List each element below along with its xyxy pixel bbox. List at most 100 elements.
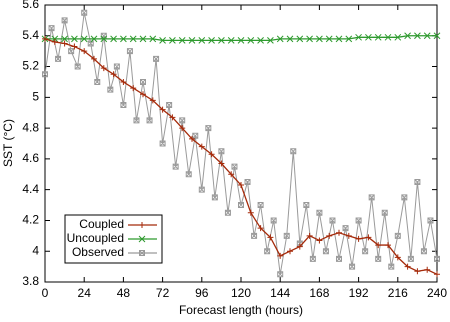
marker xyxy=(401,194,408,201)
marker xyxy=(169,114,176,121)
marker xyxy=(224,209,231,216)
marker xyxy=(61,17,68,24)
marker xyxy=(189,135,195,142)
marker xyxy=(345,35,353,43)
x-tick-label: 144 xyxy=(270,286,290,300)
marker xyxy=(120,102,127,109)
marker xyxy=(306,35,313,43)
marker xyxy=(322,248,329,255)
marker xyxy=(385,242,391,249)
marker xyxy=(286,35,294,43)
marker xyxy=(149,97,156,104)
marker xyxy=(169,37,176,44)
marker xyxy=(423,32,431,40)
legend-label: Coupled xyxy=(79,217,124,231)
marker xyxy=(277,271,284,278)
marker xyxy=(365,33,372,41)
marker xyxy=(153,55,160,62)
marker xyxy=(208,37,215,44)
marker xyxy=(198,37,206,44)
marker xyxy=(355,33,362,41)
marker xyxy=(74,63,81,70)
marker xyxy=(407,255,414,262)
x-tick-label: 72 xyxy=(156,286,170,300)
marker xyxy=(71,35,78,43)
marker xyxy=(159,140,166,147)
marker xyxy=(290,148,297,155)
x-tick-label: 240 xyxy=(427,286,447,300)
marker xyxy=(325,35,333,43)
marker xyxy=(247,37,255,44)
marker xyxy=(113,63,120,70)
series xyxy=(42,35,440,278)
y-tick-label: 4.4 xyxy=(22,182,39,196)
marker xyxy=(90,35,98,43)
marker xyxy=(94,78,101,85)
marker xyxy=(276,35,284,43)
marker xyxy=(326,232,333,239)
marker xyxy=(349,263,356,270)
marker xyxy=(179,117,186,124)
marker xyxy=(146,117,153,124)
marker xyxy=(139,222,145,228)
marker xyxy=(120,78,127,85)
marker xyxy=(267,37,274,44)
y-tick-label: 3.8 xyxy=(22,274,39,288)
marker xyxy=(51,38,58,45)
marker xyxy=(433,32,441,40)
y-tick-label: 5.2 xyxy=(22,59,39,73)
marker xyxy=(149,35,157,43)
x-axis-label: Forecast length (hours) xyxy=(179,303,303,317)
marker xyxy=(244,178,251,185)
x-tick-label: 168 xyxy=(309,286,329,300)
marker xyxy=(139,250,145,256)
marker xyxy=(316,237,323,244)
marker xyxy=(218,37,225,44)
x-tick-label: 120 xyxy=(231,286,251,300)
marker xyxy=(355,235,362,242)
marker xyxy=(218,148,225,155)
marker xyxy=(394,33,402,41)
marker xyxy=(264,248,271,255)
marker xyxy=(205,125,212,132)
marker xyxy=(100,35,108,43)
marker xyxy=(140,91,146,98)
marker xyxy=(368,194,375,201)
y-tick-label: 4.2 xyxy=(22,213,39,227)
marker xyxy=(91,55,97,62)
marker xyxy=(159,106,166,113)
marker xyxy=(414,268,421,275)
marker xyxy=(388,263,395,270)
marker xyxy=(374,33,382,41)
marker xyxy=(257,202,264,209)
marker xyxy=(394,232,401,239)
marker xyxy=(434,271,440,278)
marker xyxy=(375,242,382,249)
marker xyxy=(404,263,411,270)
marker xyxy=(362,248,369,255)
marker xyxy=(81,9,88,16)
y-tick-label: 4 xyxy=(32,243,39,257)
marker xyxy=(107,86,114,93)
marker xyxy=(375,255,382,262)
marker xyxy=(414,178,421,185)
x-tick-label: 96 xyxy=(195,286,209,300)
marker xyxy=(335,35,343,43)
marker xyxy=(100,65,107,72)
marker xyxy=(238,182,244,189)
marker xyxy=(384,33,392,41)
marker xyxy=(257,37,264,44)
x-tick-label: 192 xyxy=(349,286,369,300)
marker xyxy=(179,125,186,132)
marker xyxy=(198,143,205,150)
marker xyxy=(138,235,146,243)
marker xyxy=(48,25,55,32)
marker xyxy=(287,248,293,255)
marker xyxy=(329,217,336,224)
marker xyxy=(188,37,196,44)
marker xyxy=(283,232,290,239)
y-tick-label: 5.6 xyxy=(22,0,39,11)
marker xyxy=(336,229,342,236)
marker xyxy=(110,71,117,78)
